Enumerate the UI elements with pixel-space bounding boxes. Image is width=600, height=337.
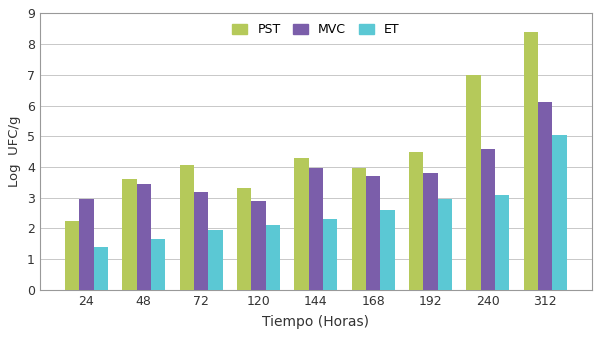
Bar xyxy=(538,102,552,290)
Bar xyxy=(251,201,266,290)
Bar xyxy=(437,199,452,290)
Bar xyxy=(194,191,208,290)
Bar xyxy=(65,221,79,290)
X-axis label: Tiempo (Horas): Tiempo (Horas) xyxy=(262,315,369,329)
Bar xyxy=(266,225,280,290)
Legend: PST, MVC, ET: PST, MVC, ET xyxy=(229,20,403,40)
Bar xyxy=(179,165,194,290)
Bar xyxy=(380,210,395,290)
Bar xyxy=(208,230,223,290)
Bar xyxy=(423,173,437,290)
Bar xyxy=(495,194,509,290)
Bar xyxy=(94,247,108,290)
Bar xyxy=(366,176,380,290)
Bar xyxy=(352,168,366,290)
Bar xyxy=(409,152,423,290)
Bar xyxy=(552,135,566,290)
Bar xyxy=(151,239,165,290)
Bar xyxy=(122,179,137,290)
Bar xyxy=(323,219,337,290)
Bar xyxy=(137,184,151,290)
Bar xyxy=(294,158,308,290)
Bar xyxy=(481,149,495,290)
Bar xyxy=(79,199,94,290)
Bar xyxy=(524,32,538,290)
Bar xyxy=(308,168,323,290)
Bar xyxy=(237,188,251,290)
Bar xyxy=(466,75,481,290)
Y-axis label: Log  UFC/g: Log UFC/g xyxy=(8,116,22,187)
